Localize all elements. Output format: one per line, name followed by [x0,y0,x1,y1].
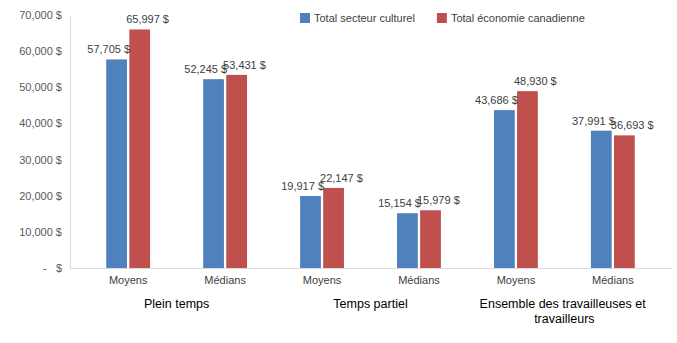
data-label: 43,686 $ [475,94,518,106]
data-label: 48,930 $ [514,75,557,87]
y-tick-label: 20,000 $ [19,190,62,202]
chart: - $ 10,000 $ 20,000 $ 30,000 $ 40,000 $ 50,00… [0,0,677,343]
x-tick-label: Médians [592,274,634,286]
x-tick: Médians [204,268,246,286]
y-axis-line [70,16,71,269]
data-label: 22,147 $ [320,172,363,184]
data-label: 15,154 $ [378,197,421,209]
x-tick-label: Moyens [497,274,536,286]
category-groups: Plein temps Temps partiel Ensemble des tra… [144,297,649,326]
data-labels: 57,705 $ 52,245 $ 19,917 $ 15,154 $ 43,686 $… [87,13,653,209]
legend: Total secteur culturel Total économie can… [300,12,585,24]
x-tick-label: Moyens [109,274,148,286]
legend-label: Total secteur culturel [314,12,415,24]
bar [203,79,224,268]
x-axis: Moyens Médians Moyens Médians Moyens Médians [71,268,672,286]
data-label: 19,917 $ [281,180,324,192]
bar [517,91,538,268]
y-tick: 40,000 $ [19,117,70,129]
y-tick-label: 70,000 $ [19,9,62,21]
data-label: 36,693 $ [611,119,654,131]
data-label: 53,431 $ [223,59,266,71]
y-tick: 70,000 $ [19,9,70,21]
y-tick-label: 40,000 $ [19,117,62,129]
bar [614,135,635,268]
category-group-label: Plein temps [144,297,209,311]
x-tick-label: Médians [398,274,440,286]
x-tick: Moyens [303,268,342,286]
x-axis-line [71,268,672,269]
bar [106,59,127,268]
bar [397,213,418,268]
data-label: 15,979 $ [417,194,460,206]
data-label: 52,245 $ [184,63,227,75]
bar [323,188,344,268]
y-tick-label: 60,000 $ [19,45,62,57]
y-tick: 30,000 $ [19,154,70,166]
x-tick: Médians [592,268,634,286]
y-tick-label: - $ [43,262,62,274]
y-tick: 50,000 $ [19,81,70,93]
x-tick: Moyens [109,268,148,286]
y-axis: - $ 10,000 $ 20,000 $ 30,000 $ 40,000 $ 50,00… [19,9,70,274]
bar [226,75,247,268]
y-tick-label: 10,000 $ [19,226,62,238]
data-label: 57,705 $ [87,43,130,55]
x-tick: Médians [398,268,440,286]
category-group-label: Ensemble des travailleuses et travailleu… [480,297,650,326]
x-tick-label: Moyens [303,274,342,286]
data-label: 65,997 $ [126,13,169,25]
bar [420,210,441,268]
bar [300,196,321,268]
bar [494,110,515,268]
legend-swatch [437,13,447,23]
y-tick-label: 30,000 $ [19,154,62,166]
x-tick-label: Médians [204,274,246,286]
category-group-label: Temps partiel [333,297,407,311]
legend-swatch [300,13,310,23]
y-tick: 60,000 $ [19,45,70,57]
bar [591,131,612,268]
legend-label: Total économie canadienne [451,12,585,24]
bar [129,29,150,268]
y-tick: 10,000 $ [19,226,70,238]
y-tick: - $ [43,262,70,274]
y-tick-label: 50,000 $ [19,81,62,93]
bars [106,29,635,268]
x-tick: Moyens [497,268,536,286]
data-label: 37,991 $ [572,115,615,127]
y-tick: 20,000 $ [19,190,70,202]
